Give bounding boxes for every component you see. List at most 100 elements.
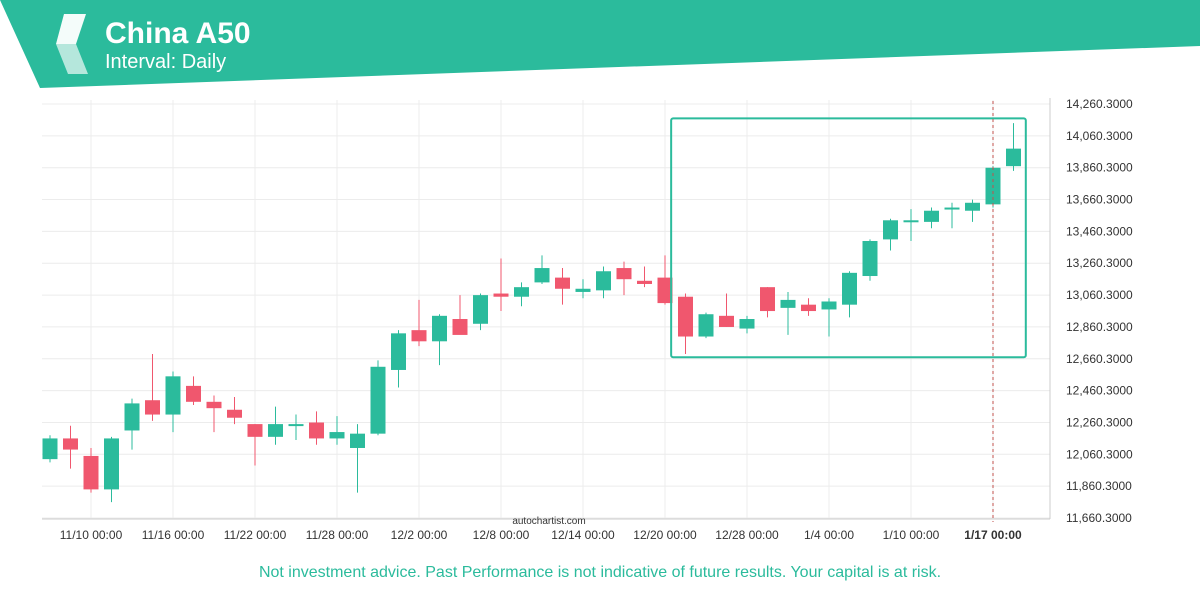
x-axis: 11/10 00:00 11/16 00:00 11/22 00:00 11/28 0… (42, 518, 1050, 542)
candle (780, 291, 796, 335)
candle-body (924, 210, 939, 222)
candle-body (247, 424, 263, 437)
candle-body (165, 376, 181, 415)
candle (391, 330, 406, 388)
candle (637, 266, 652, 288)
candle-body (145, 400, 160, 415)
x-tick-label: 11/22 00:00 (224, 528, 287, 542)
candle (268, 406, 283, 445)
y-tick-label: 12,060.3000 (1066, 447, 1133, 461)
candle (452, 295, 468, 335)
candle (678, 293, 693, 355)
candle-body (1006, 148, 1021, 167)
candle (883, 218, 898, 251)
candle-body (842, 272, 857, 305)
y-axis: 14,260.3000 14,060.3000 13,860.3000 13,660.… (1049, 97, 1133, 525)
candle-body (575, 288, 591, 292)
x-tick-label: 12/8 00:00 (473, 528, 530, 542)
candle-body (760, 287, 775, 312)
x-tick-label: 12/14 00:00 (551, 528, 615, 542)
candle-body (411, 330, 427, 342)
candle (350, 424, 365, 493)
candle (514, 282, 529, 307)
candle (104, 436, 119, 503)
chart-overlay (670, 101, 1027, 522)
candle-body (698, 314, 714, 337)
candle-series (42, 123, 1021, 503)
candle (370, 360, 386, 436)
candle-body (63, 438, 78, 450)
candle-body (801, 304, 816, 312)
y-tick-label: 13,260.3000 (1066, 256, 1133, 270)
pattern-box (670, 117, 1027, 359)
candle-body (42, 438, 58, 460)
candle (903, 209, 919, 241)
candle (145, 354, 160, 421)
candle (760, 287, 775, 318)
candle-body (616, 268, 632, 280)
candle (227, 397, 242, 425)
candle-body (309, 422, 324, 439)
chart-interval: Interval: Daily (105, 51, 227, 73)
candle (616, 261, 632, 296)
y-tick-label: 12,860.3000 (1066, 320, 1133, 334)
candle (165, 371, 181, 433)
candle (555, 268, 570, 305)
x-tick-label: 11/28 00:00 (306, 528, 369, 542)
header-banner-shape (0, 0, 1200, 88)
x-tick-label: 11/16 00:00 (142, 528, 205, 542)
y-tick-label: 14,260.3000 (1066, 97, 1133, 111)
candle (186, 376, 201, 405)
x-tick-label: 12/2 00:00 (391, 528, 448, 542)
candle (63, 425, 78, 469)
candle-body (637, 280, 652, 284)
candle-body (944, 207, 960, 210)
candle (411, 299, 427, 347)
candle (473, 293, 488, 331)
candle-body (739, 319, 755, 329)
x-tick-label: 12/28 00:00 (715, 528, 779, 542)
candle (288, 414, 304, 441)
candle-body (370, 366, 386, 434)
y-tick-label: 11,660.3000 (1066, 511, 1132, 525)
y-tick-label: 13,660.3000 (1066, 193, 1133, 207)
candle-body (903, 220, 919, 223)
x-tick-label: 1/10 00:00 (883, 528, 940, 542)
candle-body (104, 438, 119, 490)
candle-body (473, 295, 488, 324)
candle-body (452, 319, 468, 335)
candle (719, 293, 734, 327)
watermark-text: autochartist.com (512, 516, 585, 527)
candle-body (329, 432, 345, 439)
candle-body (862, 240, 878, 277)
candle-body (821, 301, 837, 310)
candle-body (883, 220, 898, 240)
candle (493, 258, 509, 312)
candle-body (83, 455, 99, 490)
candle (739, 315, 755, 334)
candle-body (432, 315, 447, 342)
candle-body (657, 277, 673, 304)
candle-body (780, 299, 796, 308)
candle (329, 416, 345, 445)
candle (432, 314, 447, 366)
y-tick-label: 13,860.3000 (1066, 161, 1133, 175)
candle (247, 424, 263, 466)
y-tick-label: 13,460.3000 (1066, 224, 1133, 238)
candle-body (206, 401, 222, 409)
candle (698, 312, 714, 339)
candle (965, 199, 980, 222)
candle (657, 255, 673, 305)
candle (83, 447, 99, 493)
candle-body (186, 385, 201, 402)
candle-body (391, 333, 406, 370)
header-banner (0, 0, 1200, 88)
candle-body (350, 433, 365, 448)
candle (575, 279, 591, 299)
x-tick-label: 1/17 00:00 (964, 528, 1022, 542)
candle (944, 202, 960, 229)
candle-body (268, 424, 283, 437)
x-tick-label: 1/4 00:00 (804, 528, 854, 542)
y-tick-label: 12,260.3000 (1066, 415, 1133, 429)
candle-body (124, 403, 140, 431)
